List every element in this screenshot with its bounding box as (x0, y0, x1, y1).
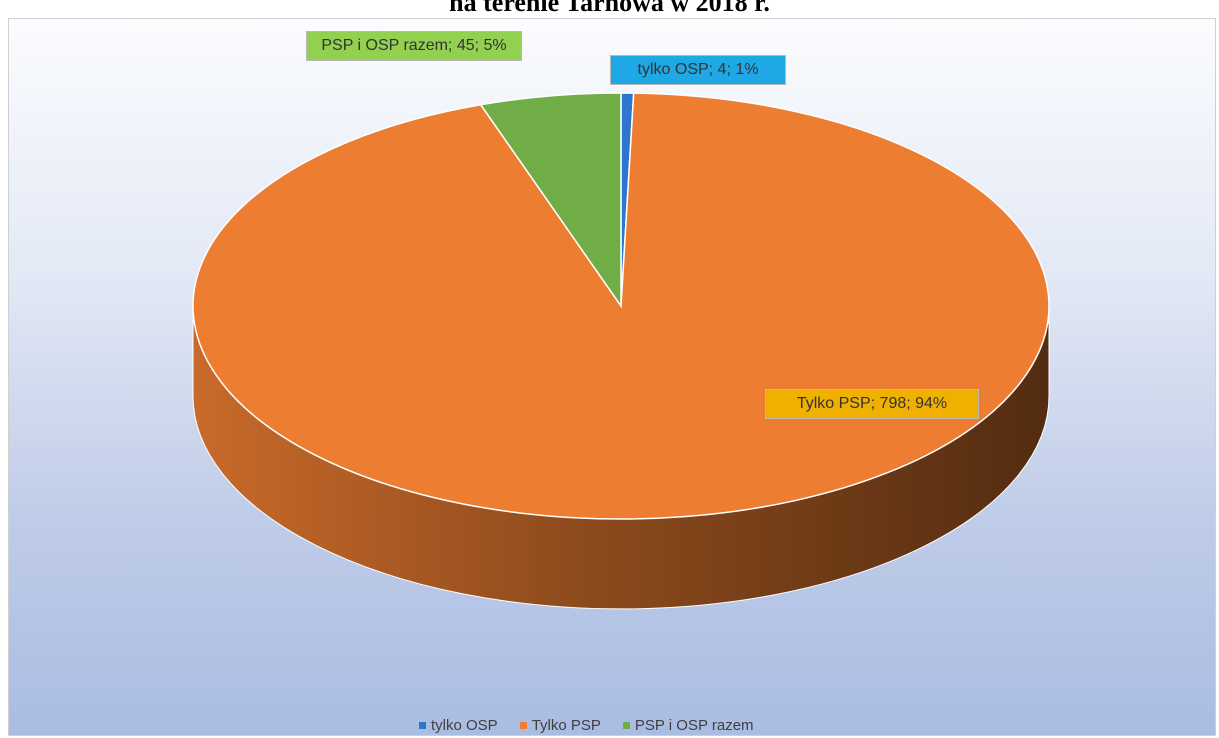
pie-chart (192, 92, 1050, 610)
legend-swatch-tylko-osp (419, 722, 426, 729)
data-label-tylko-psp: Tylko PSP; 798; 94% (765, 389, 979, 419)
pie-slice-psp-i-osp-razem (479, 92, 622, 309)
legend-label: PSP i OSP razem (634, 717, 754, 734)
legend-item-tylko-psp: Tylko PSP (519, 717, 601, 734)
chart-area: PSP i OSP razem; 45; 5% tylko OSP; 4; 1%… (8, 18, 1216, 736)
legend-item-psp-osp: PSP i OSP razem (622, 717, 754, 734)
legend-label: Tylko PSP (531, 717, 601, 734)
legend-swatch-tylko-psp (519, 722, 527, 729)
legend-item-tylko-osp: tylko OSP (419, 717, 498, 734)
data-label-psp-osp: PSP i OSP razem; 45; 5% (306, 31, 522, 61)
page-title: na terenie Tarnowa w 2018 r. (449, 0, 770, 17)
legend-swatch-psp-osp (622, 722, 630, 729)
legend-label: tylko OSP (431, 717, 498, 734)
legend: tylko OSP Tylko PSP PSP i OSP razem (419, 717, 754, 734)
data-label-tylko-osp: tylko OSP; 4; 1% (610, 55, 786, 85)
